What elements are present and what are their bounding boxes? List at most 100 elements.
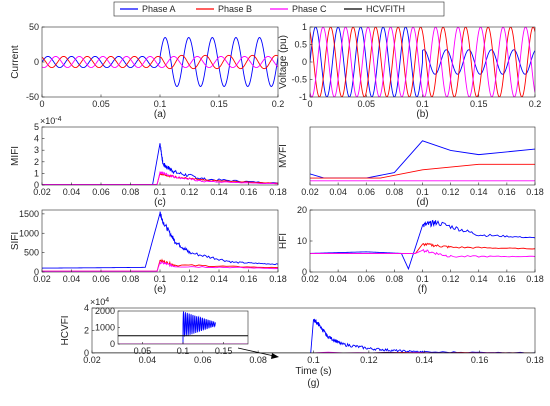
y-tick-label-a: 50 (29, 22, 39, 32)
y-tick-label-c: 2 (34, 157, 39, 167)
inset-y-tick-label: 2000 (95, 306, 115, 316)
inset-arrow-head (271, 353, 279, 359)
series-line-a-0 (42, 37, 278, 87)
x-tick-label-a: 0 (39, 99, 44, 109)
x-tick-label-f: 0.06 (357, 274, 375, 284)
caption-f: (f) (418, 284, 427, 295)
x-tick-label-d: 0.08 (386, 187, 404, 197)
x-tick-label-a: 0.1 (154, 99, 167, 109)
inset-g: 0.05 0.1 0.15 0 1000 2000 (95, 306, 279, 359)
x-tick-label-e: 0.18 (269, 274, 287, 284)
y-tick-label-b: 0 (302, 57, 307, 67)
caption-e: (e) (154, 284, 166, 295)
x-tick-label-d: 0.1 (416, 187, 429, 197)
legend: Phase A Phase B Phase C HCVFITH (113, 1, 445, 17)
plot-area-a (42, 37, 278, 87)
axes-frame-c (41, 126, 279, 186)
x-tick-label-b: 0.1 (416, 99, 429, 109)
inset-arrow-line (237, 347, 275, 357)
x-tick-label-f: 0.04 (329, 274, 347, 284)
axes-frame-d (309, 126, 536, 186)
x-tick-label-e: 0.06 (92, 274, 110, 284)
x-tick-label-f: 0.14 (470, 274, 488, 284)
x-tick-label-b: 0 (307, 99, 312, 109)
x-tick-label-f: 0.1 (416, 274, 429, 284)
x-axis-label-g: Time (s) (295, 366, 331, 377)
x-tick-label-g: 0.14 (415, 355, 433, 365)
x-tick-label-c: 0.16 (240, 187, 258, 197)
series-line-e-0 (42, 211, 278, 269)
series-line-c-2 (42, 171, 278, 185)
x-tick-label-f: 0.08 (386, 274, 404, 284)
y-axis-label-g: HCVFI (60, 316, 71, 346)
series-line-f-2 (310, 248, 535, 258)
y-tick-label-b: 0.5 (294, 40, 307, 50)
x-tick-label-g: 0.1 (307, 355, 320, 365)
series-line-d-0 (310, 140, 535, 179)
y-tick-label-e: 0 (34, 267, 39, 277)
legend-label-3: HCVFITH (366, 4, 405, 14)
x-tick-label-c: 0.14 (210, 187, 228, 197)
legend-label-2: Phase C (292, 4, 327, 14)
inset-y-tick-label: 1000 (95, 323, 115, 333)
series-line-b-1 (310, 27, 535, 97)
x-tick-label-c: 0.06 (92, 187, 110, 197)
panel-b: 0 0.05 0.1 0.15 0.2 -1 -0.5 0 0.5 1 Voltage (pu) (b… (278, 22, 541, 120)
y-tick-label-a: 0 (34, 57, 39, 67)
x-tick-label-f: 0.18 (526, 274, 544, 284)
x-tick-label-b: 0.05 (357, 99, 375, 109)
x-tick-label-e: 0.02 (33, 274, 51, 284)
y-tick-label-e: 500 (24, 248, 39, 258)
inset-x-tick-label: 0.15 (215, 346, 233, 356)
y-tick-label-g: 2 (84, 326, 89, 336)
inset-x-tick-label: 0.05 (134, 346, 152, 356)
x-tick-label-e: 0.1 (154, 274, 167, 284)
x-tick-label-g: 0.08 (249, 355, 267, 365)
y-tick-label-c: 1 (34, 168, 39, 178)
caption-g: (g) (307, 378, 319, 389)
x-tick-label-c: 0.04 (63, 187, 81, 197)
x-tick-label-d: 0.18 (526, 187, 544, 197)
plot-area-c (42, 143, 278, 185)
x-tick-label-b: 0.15 (470, 99, 488, 109)
x-tick-label-e: 0.16 (240, 274, 258, 284)
y-tick-label-f: 10 (297, 236, 307, 246)
x-tick-label-d: 0.06 (357, 187, 375, 197)
series-line-d-1 (310, 163, 535, 179)
x-tick-label-g: 0.02 (83, 355, 101, 365)
x-tick-label-c: 0.02 (33, 187, 51, 197)
x-tick-label-g: 0.18 (526, 355, 544, 365)
series-line-b-2 (310, 27, 535, 97)
plot-area-e (42, 211, 278, 272)
series-line-c-0 (42, 143, 278, 185)
x-tick-label-f: 0.16 (498, 274, 516, 284)
x-tick-label-f: 0.12 (442, 274, 460, 284)
y-tick-label-e: 1000 (19, 228, 39, 238)
x-tick-label-d: 0.16 (498, 187, 516, 197)
caption-b: (b) (416, 109, 428, 120)
x-tick-label-g: 0.06 (194, 355, 212, 365)
x-tick-label-c: 0.18 (269, 187, 287, 197)
y-exponent-c: ×10-4 (40, 116, 62, 126)
y-tick-label-g: 0 (84, 348, 89, 358)
plot-area-f (310, 219, 535, 271)
x-tick-label-c: 0.08 (122, 187, 140, 197)
panel-c: 0.02 0.04 0.06 0.08 0.1 0.12 0.14 0.16 0.18 0 12 34… (10, 116, 287, 208)
x-tick-label-c: 0.1 (154, 187, 167, 197)
y-tick-label-g: 4 (84, 303, 89, 313)
y-axis-label-e: SIFI (10, 232, 21, 250)
panel-e: 0.02 0.04 0.06 0.08 0.1 0.12 0.14 0.16 0.18 0 500 1… (10, 209, 287, 295)
x-tick-label-g: 0.12 (360, 355, 378, 365)
x-tick-label-b: 0.2 (529, 99, 542, 109)
y-exponent-g: ×104 (90, 297, 109, 307)
caption-c: (c) (154, 197, 166, 208)
legend-label-1: Phase B (218, 4, 252, 14)
legend-label-0: Phase A (142, 4, 176, 14)
y-axis-label-b: Voltage (pu) (278, 35, 289, 89)
series-line-g-0 (92, 318, 535, 353)
inset-plot-area (118, 311, 248, 344)
series-line-f-1 (310, 242, 535, 254)
y-axis-label-d: MVFI (278, 144, 289, 168)
y-tick-label-c: 4 (34, 134, 39, 144)
